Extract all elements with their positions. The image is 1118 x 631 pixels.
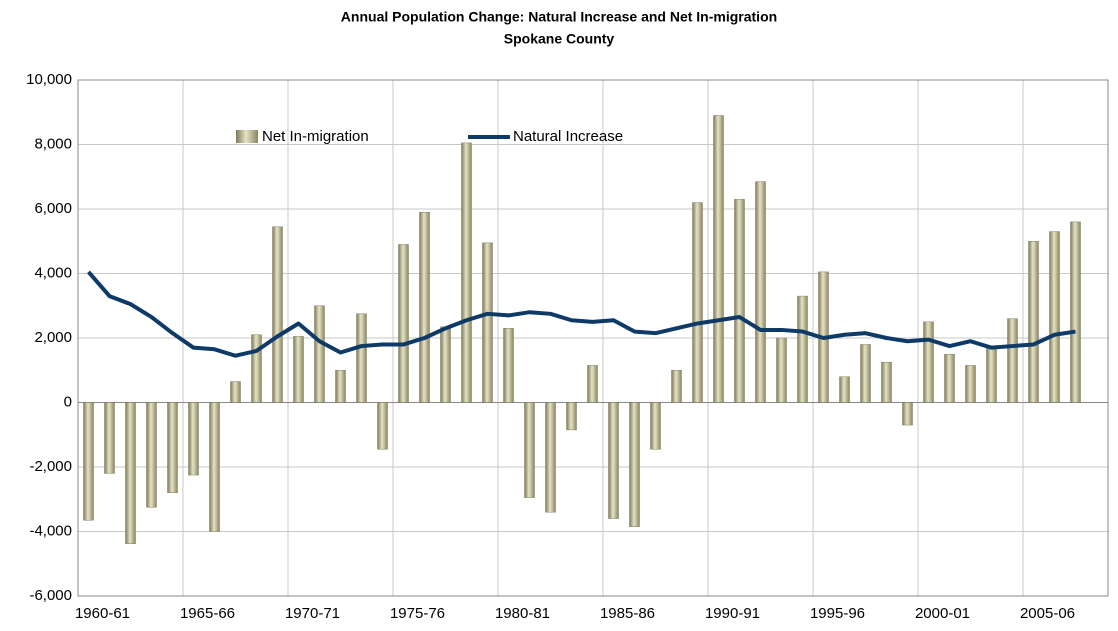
x-tick-label: 1995-96 xyxy=(810,605,865,622)
bar xyxy=(755,181,766,403)
bar xyxy=(293,336,304,403)
bar xyxy=(1007,318,1018,403)
bar xyxy=(629,402,640,527)
chart-subtitle: Spokane County xyxy=(504,31,615,47)
bar xyxy=(398,244,409,403)
legend-label: Net In-migration xyxy=(262,128,369,145)
bar xyxy=(1049,231,1060,403)
line xyxy=(86,270,1076,358)
bar xyxy=(923,321,934,403)
bar xyxy=(356,313,367,403)
bar xyxy=(335,370,346,403)
bar xyxy=(566,402,577,431)
bar xyxy=(104,402,115,474)
bar xyxy=(839,376,850,403)
bar xyxy=(419,212,430,403)
bar xyxy=(251,334,262,403)
bar xyxy=(650,402,661,450)
y-tick-label: 10,000 xyxy=(26,71,72,88)
x-tick-label: 1990-91 xyxy=(705,605,760,622)
bar xyxy=(272,226,283,403)
bar xyxy=(671,370,682,403)
bar xyxy=(986,347,997,403)
y-tick-label: 2,000 xyxy=(34,329,72,346)
bar xyxy=(503,328,514,403)
y-tick-label: 6,000 xyxy=(34,200,72,217)
bar xyxy=(482,242,493,403)
legend-label: Natural Increase xyxy=(513,128,623,145)
legend-swatch xyxy=(236,130,258,143)
bar xyxy=(167,402,178,494)
bar xyxy=(713,115,724,403)
bar xyxy=(965,365,976,403)
bar xyxy=(797,295,808,403)
bar xyxy=(314,305,325,403)
bar xyxy=(209,402,220,532)
bar xyxy=(1070,221,1081,403)
bar xyxy=(230,381,241,403)
bar xyxy=(860,344,871,403)
bar xyxy=(587,365,598,403)
bar xyxy=(377,402,388,450)
x-tick-label: 1985-86 xyxy=(600,605,655,622)
bar xyxy=(524,402,535,498)
bar xyxy=(125,402,136,544)
bar xyxy=(608,402,619,519)
plot-border xyxy=(77,79,1109,597)
bar xyxy=(902,402,913,426)
y-tick-label: -2,000 xyxy=(29,458,72,475)
bar xyxy=(944,353,955,403)
y-tick-label: 4,000 xyxy=(34,264,72,281)
x-tick-label: 1960-61 xyxy=(75,605,130,622)
bar xyxy=(776,337,787,403)
y-tick-label: -6,000 xyxy=(29,587,72,604)
x-tick-label: 1980-81 xyxy=(495,605,550,622)
y-tick-label: 8,000 xyxy=(34,135,72,152)
bar xyxy=(692,202,703,403)
x-tick-label: 2005-06 xyxy=(1020,605,1075,622)
x-tick-label: 1970-71 xyxy=(285,605,340,622)
y-tick-label: 0 xyxy=(64,393,72,410)
bar xyxy=(734,199,745,403)
bar xyxy=(461,142,472,403)
bar xyxy=(545,402,556,513)
chart-title: Annual Population Change: Natural Increa… xyxy=(341,9,777,25)
bar xyxy=(1028,241,1039,403)
bar xyxy=(440,326,451,403)
bar xyxy=(83,402,94,521)
bar xyxy=(146,402,157,508)
bar xyxy=(881,361,892,403)
bar xyxy=(188,402,199,476)
x-tick-label: 2000-01 xyxy=(915,605,970,622)
x-tick-label: 1965-66 xyxy=(180,605,235,622)
y-tick-label: -4,000 xyxy=(29,522,72,539)
x-tick-label: 1975-76 xyxy=(390,605,445,622)
